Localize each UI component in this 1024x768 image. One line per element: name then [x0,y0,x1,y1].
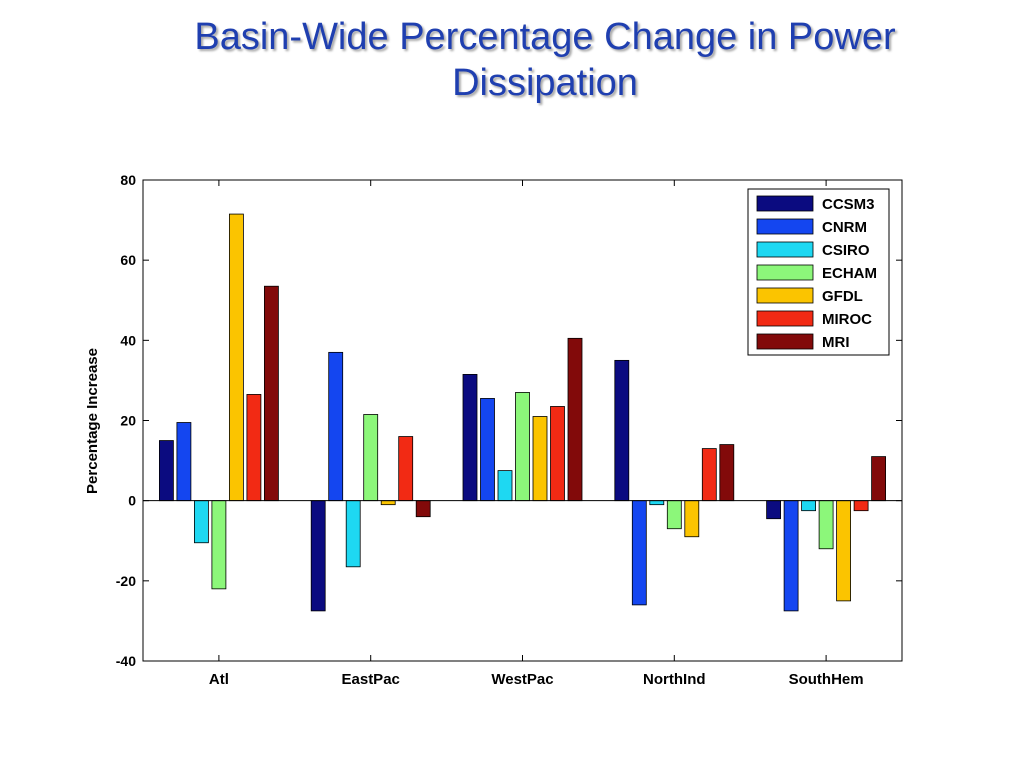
bar-ccsm3-northind [614,359,630,502]
bar-cnrm-northind [631,500,647,606]
legend-label-mri: MRI [822,334,850,351]
x-tick-label: Atl [209,671,229,688]
bar-mri-atl [263,285,279,502]
x-tick-label: NorthInd [643,671,705,688]
y-tick-label: -20 [116,573,136,589]
bar-cnrm-eastpac [328,351,344,502]
bar-cnrm-atl [176,422,192,502]
slide-title: Basin-Wide Percentage Change in Power Di… [140,14,950,106]
y-tick-label: 60 [120,252,136,268]
bar-csiro-atl [193,500,209,544]
bar-echam-northind [666,500,682,530]
bar-mri-northind [719,444,735,502]
bar-mri-westpac [567,337,583,502]
bar-csiro-westpac [497,470,513,502]
legend: CCSM3 CNRM CSIRO ECHAM GFDL MIROC MRI [747,188,890,356]
bar-ccsm3-eastpac [310,500,326,612]
y-tick-label: 40 [120,332,136,348]
bar-gfdl-atl [228,213,244,502]
bar-echam-atl [211,500,227,590]
bar-gfdl-southhem [836,500,851,602]
bar-mri-eastpac [415,500,431,518]
bar-ccsm3-westpac [462,374,478,502]
bar-gfdl-eastpac [380,500,396,506]
x-axis: Atl EastPac WestPac NorthInd SouthHem [209,180,864,688]
bar-echam-southhem [818,500,834,550]
x-tick-label: SouthHem [789,671,864,688]
bar-series [158,213,886,612]
bar-csiro-northind [649,500,665,506]
y-tick-label: 80 [120,172,136,188]
bar-csiro-southhem [801,500,816,512]
y-tick-label: 0 [128,493,136,509]
bar-ccsm3-southhem [766,500,781,520]
bar-echam-eastpac [363,414,379,502]
legend-swatch-mri [756,333,814,350]
x-tick-label: WestPac [491,671,553,688]
legend-swatch-cnrm [756,218,814,235]
bar-gfdl-westpac [532,416,548,502]
legend-label-ccsm3: CCSM3 [822,196,875,213]
y-axis-label: Percentage Increase [84,348,101,494]
bar-miroc-southhem [853,500,869,512]
legend-swatch-ccsm3 [756,195,814,212]
legend-label-csiro: CSIRO [822,242,870,259]
y-tick-label: -40 [116,653,136,669]
legend-label-gfdl: GFDL [822,288,863,305]
legend-swatch-csiro [756,241,814,258]
legend-swatch-gfdl [756,287,814,304]
bar-miroc-westpac [550,406,565,502]
bar-ccsm3-atl [158,440,174,502]
bar-miroc-atl [246,394,262,502]
bar-gfdl-northind [684,500,700,538]
bar-miroc-eastpac [398,436,414,502]
legend-swatch-miroc [756,310,814,327]
bar-cnrm-southhem [783,500,799,612]
legend-swatch-echam [756,264,814,281]
bar-mri-southhem [871,456,886,502]
bar-cnrm-westpac [480,398,495,502]
bar-miroc-northind [701,448,717,502]
y-tick-label: 20 [120,413,136,429]
slide-title-line-2: Dissipation [452,62,638,104]
bar-csiro-eastpac [345,500,361,568]
y-axis: -40 -20 0 20 40 60 80 [116,172,902,669]
slide-title-line-1: Basin-Wide Percentage Change in Power [194,16,896,58]
legend-label-cnrm: CNRM [822,219,867,236]
bar-echam-westpac [515,392,530,502]
legend-label-miroc: MIROC [822,311,872,328]
x-tick-label: EastPac [342,671,400,688]
legend-label-echam: ECHAM [822,265,877,282]
